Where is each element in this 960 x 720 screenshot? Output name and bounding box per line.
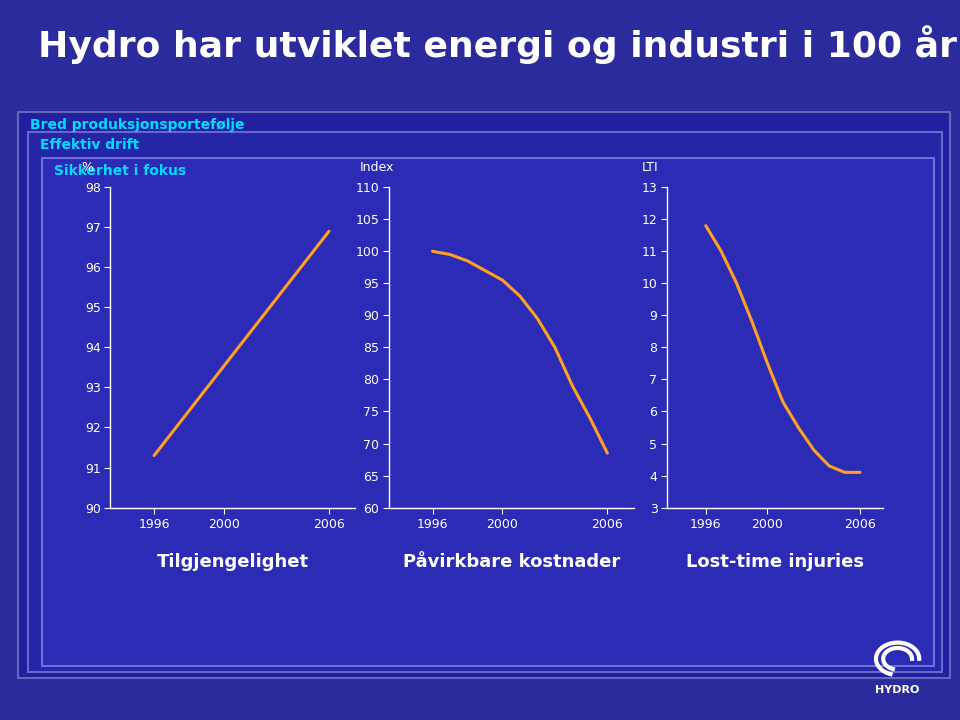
Text: LTI: LTI: [641, 161, 658, 174]
Text: HYDRO: HYDRO: [876, 685, 920, 695]
Text: Lost-time injuries: Lost-time injuries: [686, 553, 864, 570]
Text: Bred produksjonsportefølje: Bred produksjonsportefølje: [30, 118, 244, 132]
Text: Sikkerhet i fokus: Sikkerhet i fokus: [54, 163, 185, 178]
Text: Hydro har utviklet energi og industri i 100 år: Hydro har utviklet energi og industri i …: [38, 25, 957, 64]
Text: Påvirkbare kostnader: Påvirkbare kostnader: [402, 553, 620, 570]
Text: Effektiv drift: Effektiv drift: [39, 138, 139, 152]
Text: %: %: [81, 161, 93, 174]
Text: Tilgjengelighet: Tilgjengelighet: [156, 553, 309, 570]
Text: Index: Index: [359, 161, 394, 174]
